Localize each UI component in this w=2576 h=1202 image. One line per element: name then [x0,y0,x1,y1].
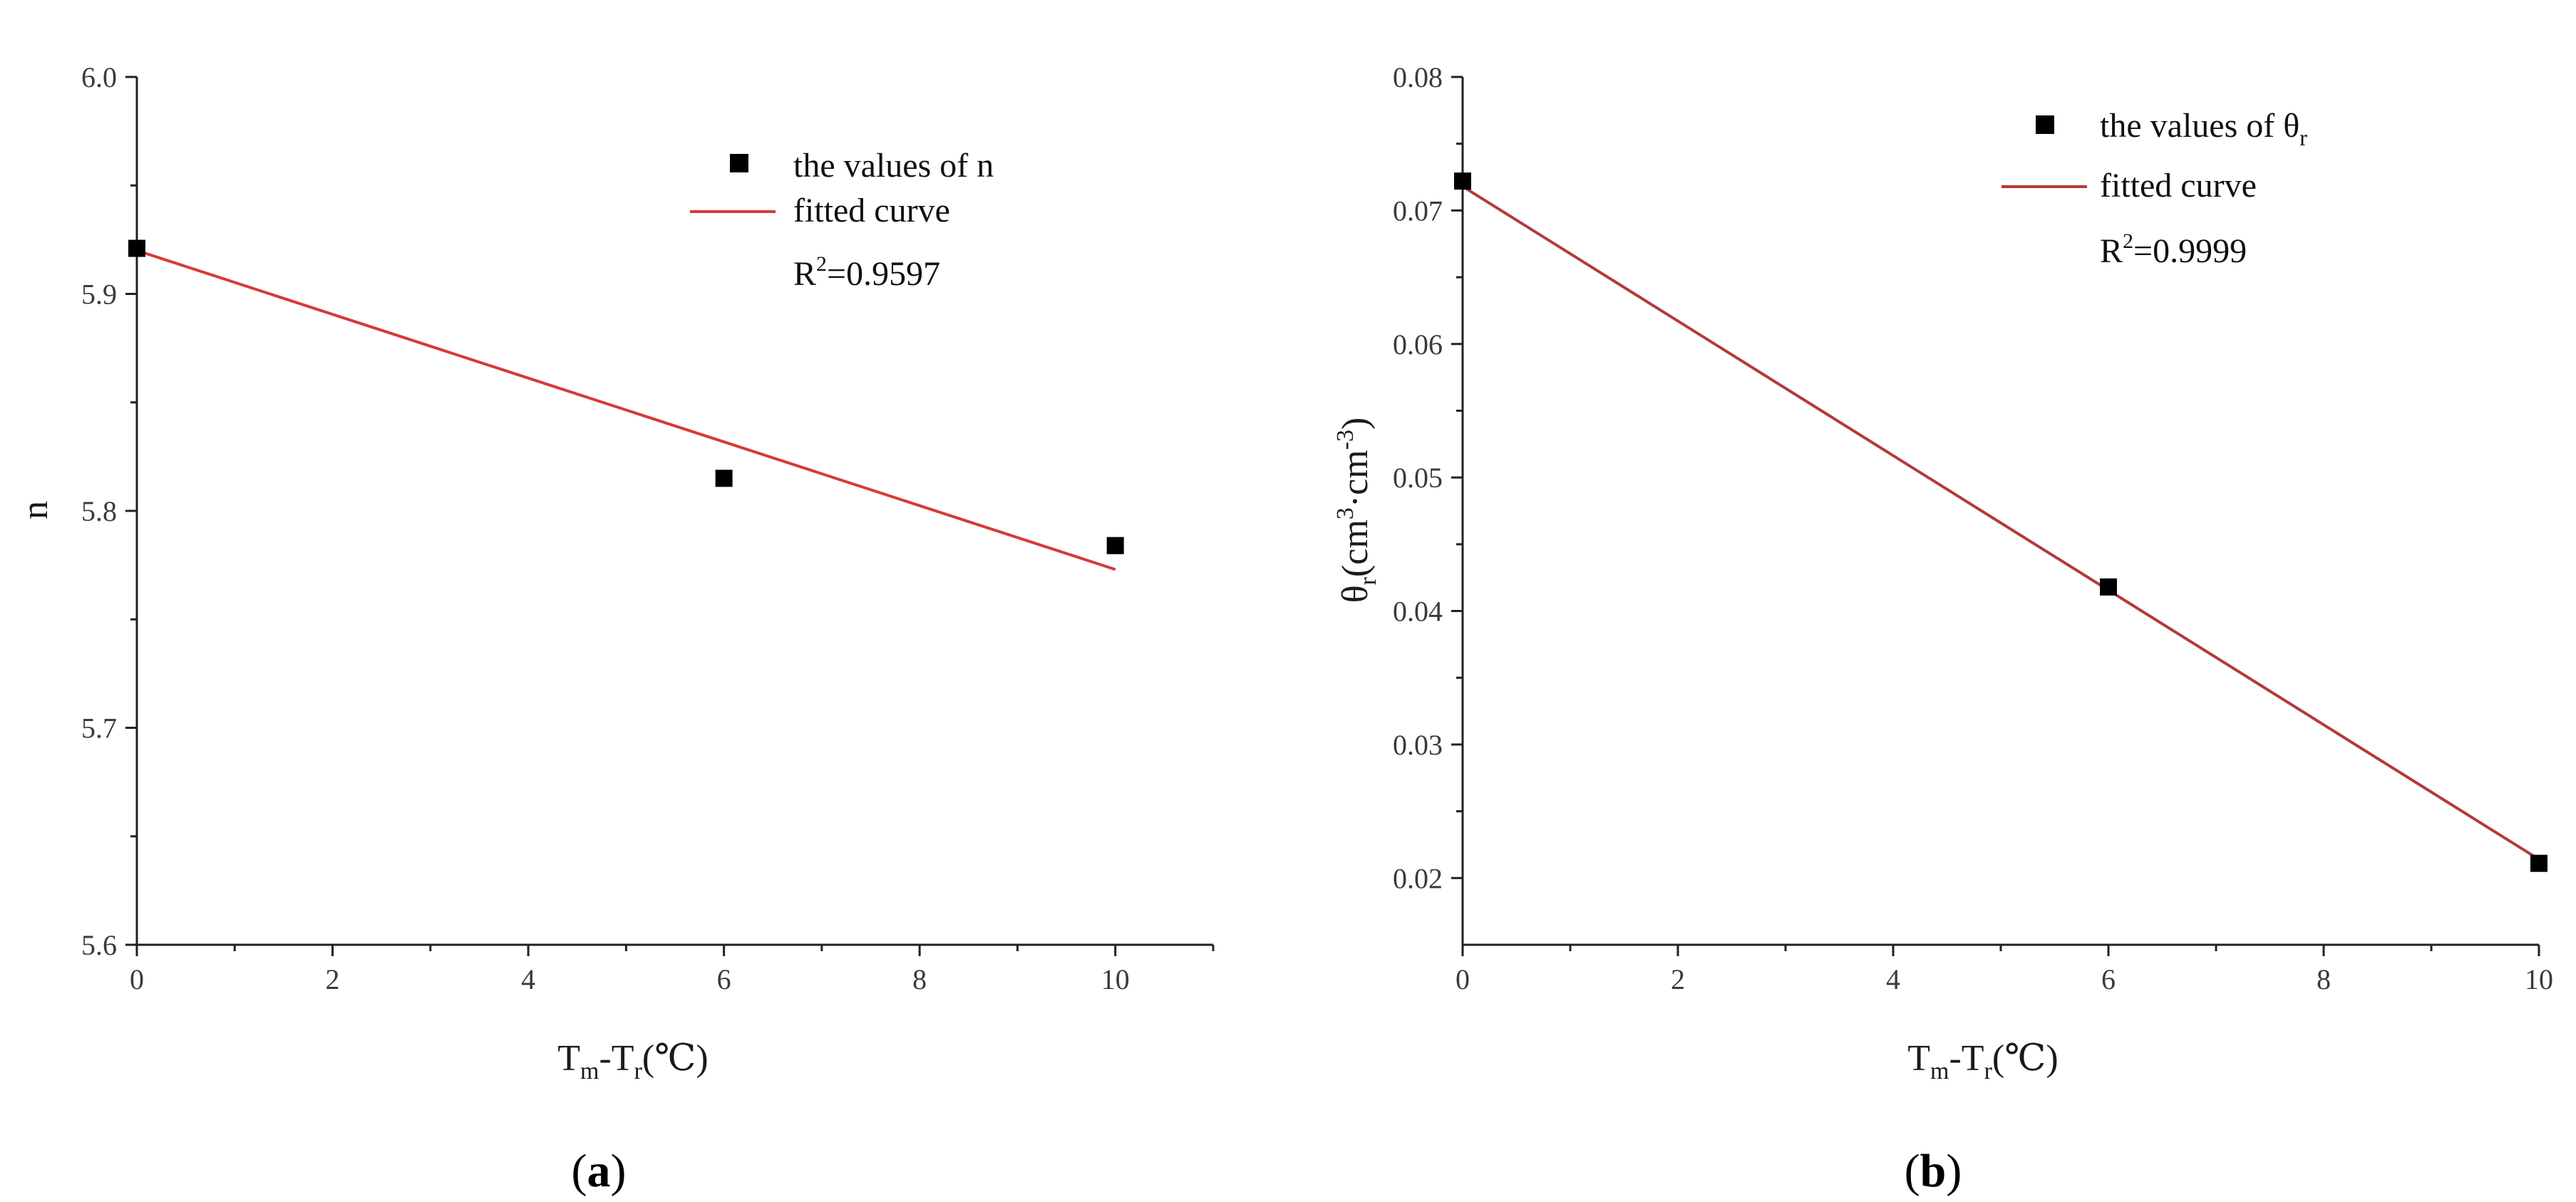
x-tick-label: 10 [2525,963,2553,995]
y-tick-label: 5.6 [81,929,117,961]
data-point [128,239,145,257]
data-point [1454,172,1471,190]
x-tick-label: 10 [1101,963,1130,995]
panel-a-y-axis-title: n [15,501,56,519]
fitted-curve-line [1461,185,2540,861]
panel-b-x-axis-title: Tm-Tr(℃) [1907,1038,2058,1084]
legend-points-label: the values of n [793,147,994,185]
panel-a-axes [135,77,1213,946]
data-point [715,470,733,487]
panel-b-x-ticks: 0 2 4 6 8 10 [1456,945,2553,995]
legend-r-squared: R2=0.9999 [2100,229,2247,270]
data-point [1106,537,1124,554]
panel-a-x-axis-title: Tm-Tr(℃) [557,1038,708,1084]
panel-b: 0 2 4 6 8 10 0.02 0.03 0.04 0.05 0.06 0.07 0.08 θr(… [1332,61,2553,1197]
x-tick-label: 2 [326,963,340,995]
panel-a-y-ticks: 5.6 5.7 5.8 5.9 6.0 [81,61,137,961]
panel-b-axes [1461,77,2539,946]
panel-a: 0 2 4 6 8 10 5.6 5.7 5.8 5.9 6.0 n Tm-Tr(℃) the v… [15,61,1215,1197]
legend-points-marker [2036,115,2054,134]
x-tick-label: 4 [521,963,535,995]
x-tick-label: 4 [1886,963,1900,995]
legend-r-squared: R2=0.9597 [793,252,940,293]
y-tick-label: 0.08 [1393,61,1443,93]
y-tick-label: 5.9 [81,279,117,311]
x-tick-label: 8 [2317,963,2331,995]
x-tick-label: 0 [130,963,144,995]
y-tick-label: 5.8 [81,495,117,527]
legend-line-label: fitted curve [793,192,950,229]
panel-b-y-ticks: 0.02 0.03 0.04 0.05 0.06 0.07 0.08 [1393,61,1463,894]
panel-a-caption: (a) [572,1145,627,1197]
panel-b-caption: (b) [1905,1145,1962,1197]
x-tick-label: 6 [2101,963,2116,995]
x-tick-label: 6 [717,963,731,995]
legend-line-label: fitted curve [2100,167,2257,204]
y-tick-label: 5.7 [81,713,117,745]
y-tick-label: 6.0 [81,61,117,93]
x-tick-label: 0 [1456,963,1470,995]
panel-b-y-axis-title: θr(cm3·cm-3) [1332,418,1381,603]
legend-points-label: the values of θr [2100,107,2307,150]
y-tick-label: 0.06 [1393,328,1443,361]
panel-b-legend: the values of θr fitted curve R2=0.9999 [2001,107,2307,270]
panel-a-marks [128,239,1124,571]
x-tick-label: 2 [1671,963,1685,995]
panel-a-legend: the values of n fitted curve R2=0.9597 [690,147,994,293]
fitted-curve-line [136,249,1116,571]
y-tick-label: 0.02 [1393,862,1443,894]
legend-points-marker [730,154,748,172]
panel-a-x-ticks: 0 2 4 6 8 10 [130,945,1215,995]
data-point [2530,854,2547,872]
panel-b-marks [1454,172,2547,872]
data-point [2100,578,2117,596]
y-tick-label: 0.07 [1393,195,1443,227]
y-tick-label: 0.03 [1393,729,1443,761]
y-tick-label: 0.05 [1393,462,1443,494]
x-tick-label: 8 [912,963,927,995]
y-tick-label: 0.04 [1393,596,1443,628]
